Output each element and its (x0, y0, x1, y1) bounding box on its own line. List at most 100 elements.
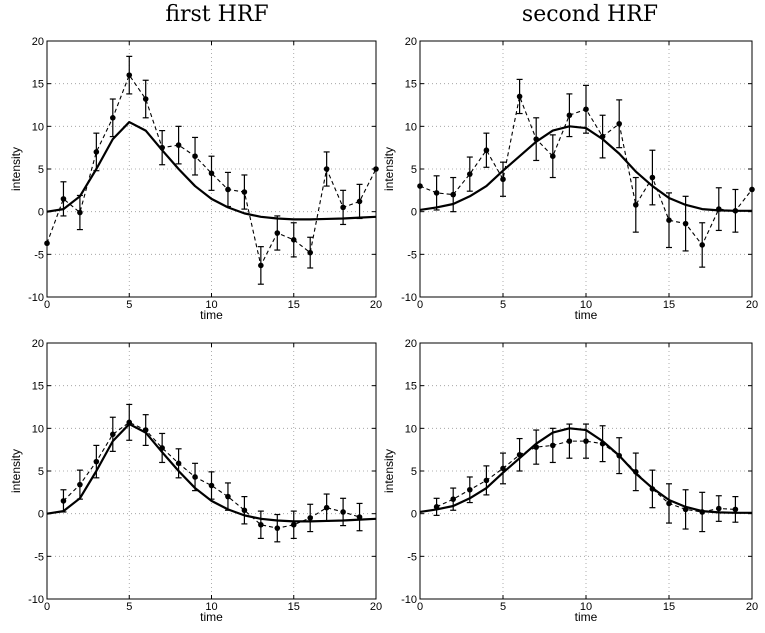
data-point (533, 444, 539, 450)
y-tick-label: -5 (407, 551, 417, 563)
data-point (290, 237, 297, 243)
model-hrf-curve (46, 422, 377, 523)
data-point (583, 438, 589, 444)
data-point (732, 506, 739, 513)
y-axis-label: intensity (9, 449, 23, 493)
y-tick-label: -5 (34, 551, 44, 563)
data-point (175, 460, 182, 467)
y-axis-label: intensity (382, 449, 396, 493)
y-tick-label: 20 (405, 36, 417, 48)
data-point (599, 133, 606, 140)
data-point (93, 458, 100, 465)
y-tick-label: -10 (401, 594, 417, 606)
data-point (323, 504, 330, 511)
data-point (682, 506, 689, 513)
y-tick-label: 10 (405, 423, 417, 435)
data-point (77, 209, 83, 216)
data-point (649, 486, 656, 492)
data-point (110, 115, 116, 121)
x-tick-label: 5 (500, 601, 506, 613)
data-point (450, 191, 457, 198)
data-point (516, 93, 523, 100)
y-tick-label: 5 (411, 164, 417, 176)
data-point (274, 525, 281, 531)
data-point (699, 242, 705, 248)
data-point (225, 186, 231, 193)
data-point (356, 198, 363, 205)
y-tick-label: -5 (407, 249, 417, 261)
data-point (274, 230, 281, 236)
x-tick-label: 20 (370, 299, 382, 311)
data-point (290, 521, 297, 528)
plot-panel-1: 0 5 10 15 20 -10 -5 0 5 10 15 20 time intensity (9, 36, 382, 322)
x-tick-label: 5 (126, 601, 132, 613)
y-tick-label: 15 (405, 79, 417, 91)
y-tick-label: 15 (32, 79, 44, 91)
data-point (583, 106, 589, 113)
data-point (599, 440, 606, 447)
x-tick-label: 15 (288, 299, 300, 311)
x-tick-label: 20 (370, 601, 382, 613)
y-tick-label: 10 (32, 121, 44, 133)
y-tick-label: 10 (32, 423, 44, 435)
data-point (142, 96, 149, 102)
y-tick-label: 0 (411, 207, 417, 219)
y-tick-label: 20 (32, 36, 44, 48)
x-tick-label: 5 (126, 299, 132, 311)
data-point (77, 481, 83, 488)
data-point (126, 72, 133, 78)
plot-panel-3: 0 5 10 15 20 -10 -5 0 5 10 15 20 time intensity (9, 338, 382, 624)
data-point (60, 196, 67, 202)
data-point (749, 186, 755, 193)
data-point (483, 477, 490, 484)
y-tick-label: -10 (401, 292, 417, 304)
data-point (533, 136, 539, 142)
y-tick-label: -5 (34, 249, 44, 261)
y-tick-label: 15 (32, 381, 44, 393)
x-tick-label: 20 (746, 601, 758, 613)
data-point (666, 217, 672, 223)
data-point (483, 147, 490, 154)
model-hrf-curve (46, 120, 377, 221)
data-point (258, 521, 264, 528)
data-point (110, 431, 116, 438)
data-point (566, 438, 573, 444)
data-point (633, 469, 639, 475)
y-tick-label: 5 (411, 466, 417, 478)
y-axis-label: intensity (382, 147, 396, 191)
data-point (716, 505, 722, 512)
data-point (433, 190, 440, 196)
y-tick-label: 20 (405, 338, 417, 350)
x-axis-label: time (200, 308, 223, 322)
y-axis-label: intensity (9, 147, 23, 191)
data-point (307, 249, 314, 256)
data-point (450, 496, 457, 502)
x-axis-label: time (200, 610, 223, 624)
data-point (666, 500, 672, 507)
data-point (633, 202, 639, 208)
data-point (467, 486, 473, 493)
data-point (225, 493, 231, 500)
x-tick-label: 10 (580, 299, 592, 311)
data-point (340, 509, 346, 515)
x-tick-label: 15 (288, 601, 300, 613)
data-point (60, 498, 67, 504)
data-point (417, 183, 423, 189)
x-tick-label: 0 (44, 299, 50, 311)
x-tick-label: 0 (417, 299, 423, 311)
y-tick-label: 5 (38, 466, 44, 478)
data-point (307, 515, 314, 521)
plot-panel-4: 0 5 10 15 20 -10 -5 0 5 10 15 20 time intensity (382, 338, 758, 624)
x-tick-label: 20 (746, 299, 758, 311)
y-tick-label: 0 (38, 207, 44, 219)
data-point (516, 451, 523, 458)
data-point (566, 112, 573, 119)
x-axis-label: time (575, 308, 598, 322)
y-tick-label: -10 (28, 292, 44, 304)
y-tick-label: 5 (38, 164, 44, 176)
data-point (142, 427, 149, 433)
data-point (340, 204, 346, 211)
data-point (192, 474, 198, 480)
x-tick-label: 15 (663, 299, 675, 311)
